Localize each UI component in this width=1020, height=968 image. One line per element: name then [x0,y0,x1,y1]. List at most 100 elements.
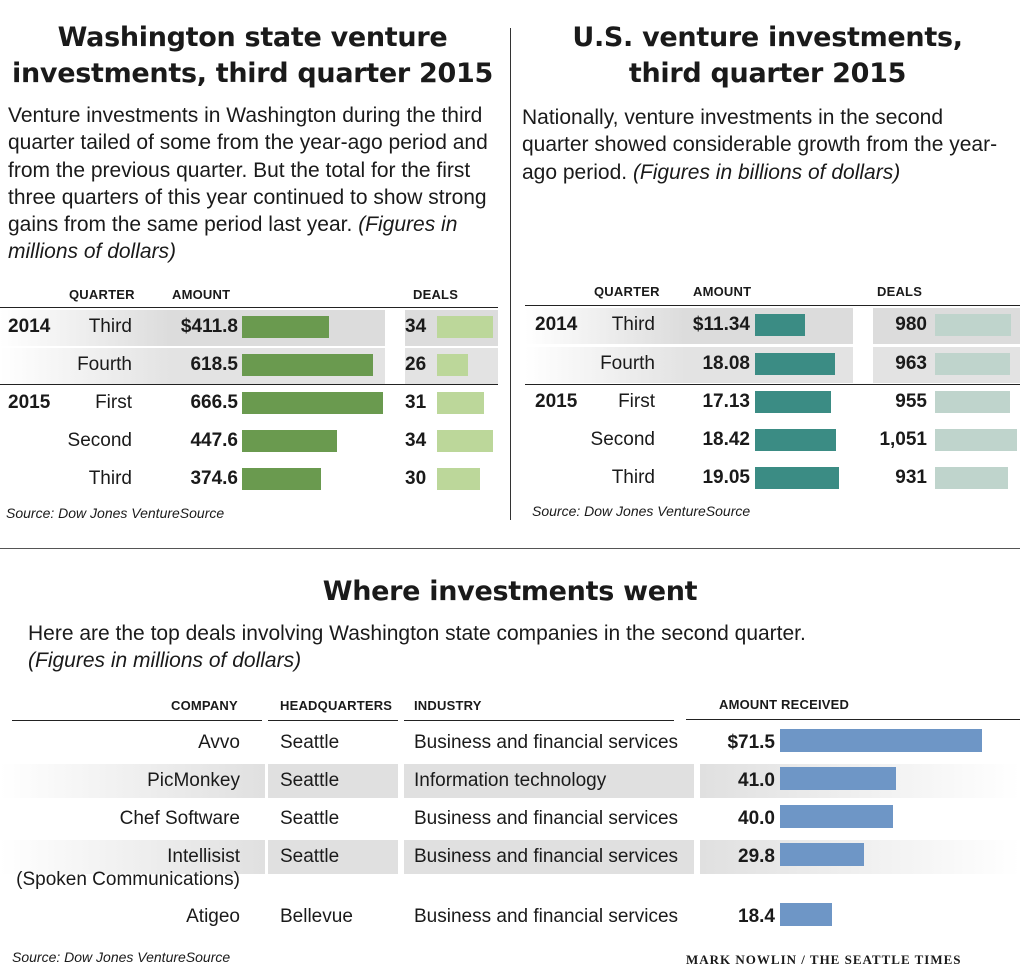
wa-deals-value: 34 [405,316,427,337]
deals-amount-value: $71.5 [727,732,775,753]
wa-description: Venture investments in Washington during… [8,102,503,266]
wa-amount-value: 374.6 [190,468,238,489]
wa-desc-text: Venture investments in Washington during… [8,104,488,237]
wa-deals-bar [437,430,493,452]
deals-desc-note: (Figures in millions of dollars) [28,649,302,673]
wa-year-label: 2015 [8,392,51,413]
deals-industry: Business and financial services [414,846,679,867]
wa-desc-note: (Figures in millions of dollars) [8,213,458,264]
wa-deals-bar [437,354,468,376]
deals-industry: Business and financial services [414,808,679,829]
wa-header-deals: DEALS [413,287,459,302]
wa-title: Washington state venture investments, th… [12,22,493,89]
deals-source: Source: Dow Jones VentureSource [12,949,231,965]
deals-hq: Seattle [280,770,340,791]
deals-header-industry: INDUSTRY [414,698,482,713]
wa-quarter-label: Fourth [77,354,132,375]
credit: MARK NOWLIN / THE SEATTLE TIMES [686,952,962,967]
us-quarter-label: Second [590,429,655,450]
deals-industry: Business and financial services [414,732,679,753]
wa-deals-value: 30 [405,468,427,489]
deals-hq: Bellevue [280,906,353,927]
deals-row-band [0,764,265,798]
us-amount-bar [755,467,839,489]
deals-amount-value: 18.4 [738,906,775,927]
us-amount-value: 19.05 [702,467,750,488]
us-amount-value: 17.13 [702,391,750,412]
us-row-band [525,347,685,383]
deals-row-band [0,840,265,874]
us-deals-value: 1,051 [879,429,927,450]
wa-amount-bar [242,316,330,338]
deals-amount-bar [780,767,896,790]
wa-amount-bar [242,392,383,414]
wa-amount-value: 447.6 [190,430,238,451]
us-quarter-label: Third [611,314,655,335]
us-year-label: 2015 [535,391,578,412]
us-source: Source: Dow Jones VentureSource [532,503,751,519]
wa-amount-value: 666.5 [190,392,238,413]
deals-row-band [268,764,398,798]
wa-row-band [0,348,170,384]
deals-company: Avvo [198,732,240,753]
wa-quarter-label: Third [88,468,132,489]
us-deals-bar [935,391,1010,413]
wa-deals-bar [437,316,493,338]
deals-amount-value: 29.8 [738,846,775,867]
us-amount-bar [755,314,805,336]
us-header-quarter: QUARTER [594,284,660,299]
wa-header-rule [0,307,498,308]
deals-company: Atigeo [186,906,240,927]
wa-year-rule [0,384,498,385]
us-deals-value: 931 [895,467,927,488]
wa-amount-value: $411.8 [180,316,238,337]
us-year-label: 2014 [535,314,578,335]
wa-quarter-label: Third [88,316,132,337]
us-title: U.S. venture investments, third quarter … [572,22,963,89]
us-amount-bar [755,391,831,413]
deals-hq: Seattle [280,732,340,753]
deals-industry: Business and financial services [414,906,679,927]
wa-year-label: 2014 [8,316,51,337]
wa-row-band [0,310,170,346]
wa-amount-value: 618.5 [190,354,238,375]
us-row-band [525,308,685,344]
us-description: Nationally, venture investments in the s… [522,104,1012,186]
deals-amount-bar [780,805,893,828]
wa-deals-value: 31 [405,392,427,413]
deals-description: Here are the top deals involving Washing… [28,620,1008,675]
us-header-amount: AMOUNT [693,284,752,299]
us-amount-value: 18.42 [702,429,750,450]
wa-source: Source: Dow Jones VentureSource [6,505,225,521]
deals-company-sub: (Spoken Communications) [16,869,240,890]
us-amount-bar [755,353,835,375]
us-header-deals: DEALS [877,284,923,299]
us-deals-bar [935,353,1011,375]
deals-amount-value: 41.0 [738,770,775,791]
deals-header-rule-1 [12,720,262,721]
deals-company: Intellisist [167,846,240,867]
wa-amount-bar [242,354,373,376]
us-quarter-label: Third [611,467,655,488]
panel-divider [510,28,511,520]
us-deals-value: 980 [895,314,927,335]
deals-header-amount: AMOUNT RECEIVED [719,697,850,712]
us-desc-note: (Figures in billions of dollars) [632,160,901,184]
us-amount-value: $11.34 [692,314,750,335]
wa-deals-value: 34 [405,430,427,451]
deals-row-band [268,840,398,874]
wa-header-amount: AMOUNT [172,287,231,302]
deals-amount-bar [780,903,832,926]
deals-row-band [404,764,694,798]
deals-header-company: COMPANY [171,698,238,713]
deals-header-rule-2 [268,720,398,721]
wa-header-quarter: QUARTER [69,287,135,302]
wa-quarter-label: Second [67,430,132,451]
us-header-rule [525,305,1020,306]
deals-hq: Seattle [280,808,340,829]
deals-header-hq: HEADQUARTERS [280,698,393,713]
deals-hq: Seattle [280,846,340,867]
us-quarter-label: First [618,391,655,412]
deals-header-rule-3 [404,720,674,721]
wa-quarter-label: First [95,392,132,413]
